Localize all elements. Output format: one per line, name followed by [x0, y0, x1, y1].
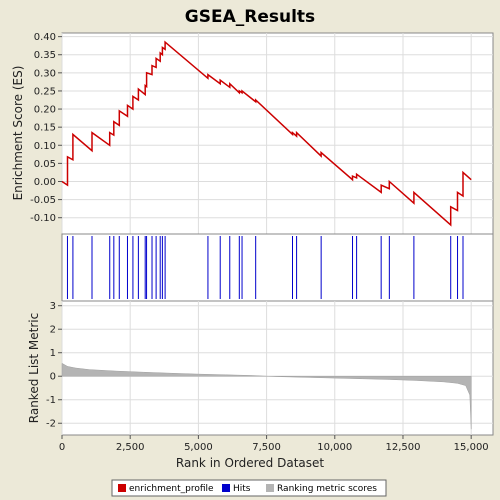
metric-tick-label: 3 [50, 301, 56, 312]
legend-label-enrichment-profile: enrichment_profile [129, 484, 214, 494]
es-y-ticks: 0.40 0.35 0.30 0.25 0.20 0.15 0.10 0.05 0.00 -0.0… [30, 32, 62, 224]
metric-tick-label: 2 [50, 325, 56, 336]
legend-label-hits: Hits [233, 484, 251, 494]
enrichment-profile-line [61, 40, 472, 227]
enrichment-score-panel: 0.40 0.35 0.30 0.25 0.20 0.15 0.10 0.05 0.00 -0.0… [30, 32, 494, 235]
ranking-metric-area [61, 362, 472, 430]
es-tick-label: -0.05 [30, 195, 56, 206]
chart-title: GSEA_Results [185, 7, 315, 27]
es-y-axis-label: Enrichment Score (ES) [11, 66, 25, 201]
x-tick-label: 15,000 [454, 442, 489, 453]
es-plot-area [61, 32, 494, 235]
x-tick-label: 7,500 [252, 442, 281, 453]
legend-label-ranking-metric: Ranking metric scores [277, 484, 377, 494]
hits-panel [61, 233, 494, 302]
legend-swatch-ranking-metric [266, 484, 274, 492]
hit-marks [66, 236, 464, 299]
metric-y-axis-label: Ranked List Metric [27, 313, 41, 423]
legend-swatch-hits [222, 484, 230, 492]
es-tick-label: 0.05 [34, 159, 56, 170]
es-tick-label: -0.10 [30, 213, 56, 224]
es-tick-label: 0.20 [34, 105, 56, 116]
x-tick-label: 2,500 [116, 442, 145, 453]
x-axis-label: Rank in Ordered Dataset [176, 456, 324, 470]
es-gridlines [61, 33, 493, 234]
legend: enrichment_profile Hits Ranking metric s… [111, 479, 387, 497]
x-tick-label: 5,000 [184, 442, 213, 453]
es-tick-label: 0.25 [34, 86, 56, 97]
x-tick-label: 0 [59, 442, 65, 453]
es-tick-label: 0.15 [34, 123, 56, 134]
metric-tick-label: -2 [46, 419, 56, 430]
metric-plot-area [61, 300, 494, 436]
legend-box [111, 479, 387, 497]
hits-plot-area [61, 233, 494, 302]
x-tick-label: 10,000 [317, 442, 352, 453]
x-axis: 0 2,500 5,000 7,500 10,000 12,500 15,000 [59, 435, 489, 453]
es-tick-label: 0.35 [34, 50, 56, 61]
metric-tick-label: -1 [46, 395, 56, 406]
x-tick-label: 12,500 [385, 442, 420, 453]
es-tick-label: 0.00 [34, 177, 56, 188]
legend-swatch-enrichment-profile [118, 484, 126, 492]
metric-tick-label: 1 [50, 348, 56, 359]
es-tick-label: 0.40 [34, 32, 56, 43]
es-tick-label: 0.10 [34, 141, 56, 152]
ranked-metric-panel: 3 2 1 0 -1 -2 [46, 300, 494, 436]
metric-tick-label: 0 [50, 372, 56, 383]
es-tick-label: 0.30 [34, 68, 56, 79]
metric-y-ticks: 3 2 1 0 -1 -2 [46, 301, 62, 430]
